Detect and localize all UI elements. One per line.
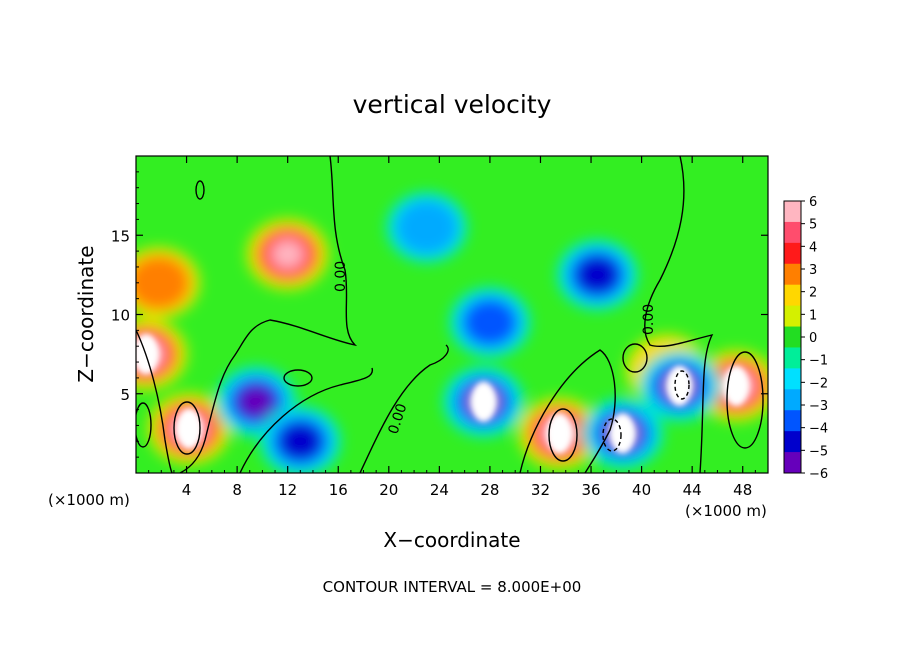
y-tick-label: 10 [111,307,130,325]
colorbar-swatch [784,305,801,328]
colorbar-swatch [784,263,801,286]
x-tick-label: 28 [480,481,499,499]
x-tick-label: 48 [733,481,752,499]
colorbar-label: −6 [809,467,828,482]
contour-ring [548,408,578,462]
x-tick-label: 12 [278,481,297,499]
x-tick-label: 36 [581,481,600,499]
saturated-core [547,413,572,454]
y-axis: 5 10 15 [111,171,768,458]
zero-contour [239,367,374,473]
velocity-level [271,240,304,269]
x-tick-label: 44 [683,481,702,499]
velocity-feature [246,218,329,290]
colorbar-label: −1 [809,354,828,369]
colorbar-label: −4 [809,422,828,437]
zero-contour [519,349,616,473]
zero-contour [359,344,449,473]
colorbar-swatch [784,284,801,307]
saturated-core [610,413,635,454]
contour-ring [674,370,690,400]
contour-label: 0.00 [333,261,349,292]
heatmap-field [136,156,768,473]
contour-interval-note: CONTOUR INTERVAL = 8.000E+00 [323,578,582,596]
colorbar-swatch [784,242,801,265]
x-unit-right: (×1000 m) [685,502,767,520]
x-tick-label: 40 [632,481,651,499]
velocity-level [463,299,516,346]
saturated-core [471,381,496,422]
colorbar-label: 3 [809,263,817,278]
x-unit-left: (×1000 m) [48,491,130,509]
velocity-feature [385,191,468,264]
velocity-level [279,422,322,460]
x-tick-label: 8 [232,481,242,499]
contour-label: 0.00 [641,304,657,335]
chart-title: vertical velocity [353,90,552,119]
colorbar-swatch [784,326,801,348]
colorbar-label: −5 [809,444,828,459]
contour-ring [283,369,313,387]
contour-ring [726,351,764,449]
colorbar-label: 1 [809,308,817,323]
colorbar-swatch [784,410,801,432]
colorbar-label: 5 [809,218,817,233]
colorbar-label: −2 [809,376,828,391]
contour-ring [622,343,648,373]
colorbar-label: −3 [809,399,828,414]
zero-contour [644,156,714,473]
colorbar-swatch [784,389,801,411]
contour-ring [195,180,205,200]
velocity-feature [448,286,531,359]
colorbar-swatch [784,201,801,223]
colorbar: 6 5 4 3 2 1 0 −1 −2 −3 −4 −5 −6 [783,195,828,482]
x-tick-label: 4 [182,481,192,499]
x-axis: 4 8 12 16 20 24 28 32 36 40 44 48 [148,156,756,499]
contour-ring [602,418,622,452]
x-tick-label: 16 [329,481,348,499]
velocity-feature [259,405,342,473]
velocity-feature [556,239,639,311]
velocity-feature [136,247,200,319]
colorbar-swatch [784,347,801,369]
colorbar-swatch [784,452,801,474]
x-axis-label: X−coordinate [383,528,520,552]
x-tick-label: 20 [379,481,398,499]
colorbar-label: 6 [809,195,817,210]
velocity-level [395,200,458,255]
colorbar-label: 4 [809,240,817,255]
x-tick-label: 32 [531,481,550,499]
colorbar-swatch [784,221,801,244]
colorbar-label: 2 [809,286,817,301]
y-tick-label: 5 [120,386,130,404]
saturated-core [667,365,692,406]
contour-ring [173,401,201,455]
colorbar-label: 0 [809,331,817,346]
zero-contour [136,329,173,473]
velocity-level [240,387,273,416]
colorbar-swatch [784,431,801,453]
velocity-level [136,255,190,310]
zero-contour [179,156,358,473]
saturated-core [724,365,749,406]
saturated-core [177,408,202,449]
colorbar-swatch [784,368,801,390]
contour-ring [136,402,152,448]
contour-lines [136,156,764,473]
y-tick-label: 15 [111,227,130,245]
y-axis-label: Z−coordinate [74,245,98,382]
velocity-level [576,256,619,294]
x-tick-label: 24 [430,481,449,499]
